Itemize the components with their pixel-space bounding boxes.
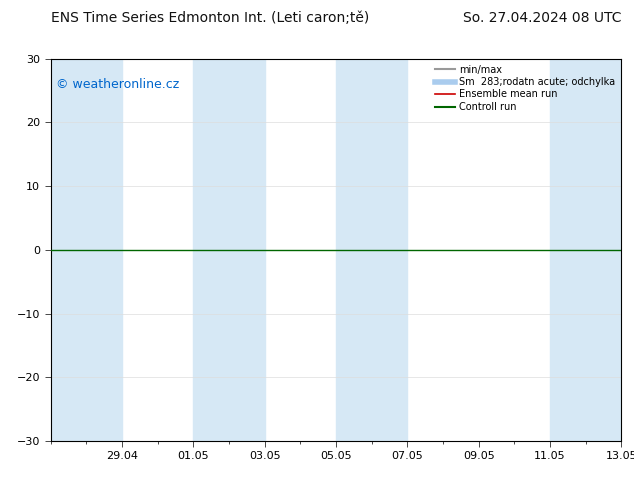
Text: ENS Time Series Edmonton Int. (Leti caron;tě): ENS Time Series Edmonton Int. (Leti caro… bbox=[51, 10, 369, 24]
Legend: min/max, Sm  283;rodatn acute; odchylka, Ensemble mean run, Controll run: min/max, Sm 283;rodatn acute; odchylka, … bbox=[431, 61, 619, 116]
Bar bbox=[51, 59, 122, 441]
Bar bbox=[336, 59, 407, 441]
Text: So. 27.04.2024 08 UTC: So. 27.04.2024 08 UTC bbox=[463, 10, 621, 24]
Text: © weatheronline.cz: © weatheronline.cz bbox=[56, 78, 179, 91]
Bar bbox=[193, 59, 264, 441]
Bar bbox=[550, 59, 621, 441]
